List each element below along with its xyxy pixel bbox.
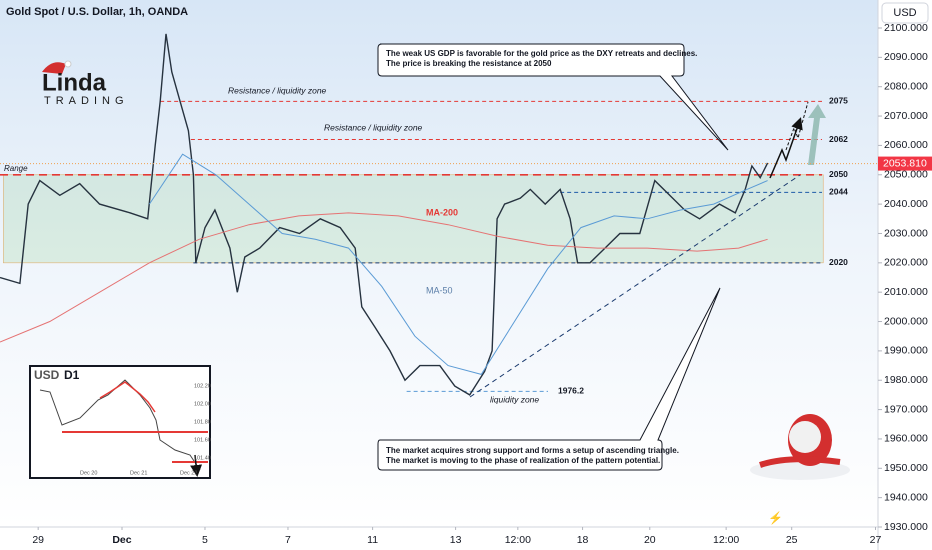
inset-y-label: 101.60 [194,437,211,443]
y-tick-label: 1970.000 [884,403,928,415]
inset-x-label: Dec 21 [130,470,147,476]
x-tick-label: 12:00 [505,534,531,546]
level-label: 1976.2 [558,386,584,396]
x-tick-label: 7 [285,534,291,546]
y-tick-label: 2010.000 [884,286,928,298]
range-label: Range [4,164,28,173]
x-tick-label: 13 [450,534,462,546]
y-tick-label: 1950.000 [884,462,928,474]
ma50-label: MA-50 [426,285,453,295]
x-tick-label: 20 [644,534,656,546]
inset-x-label: Dec 22 [180,470,197,476]
note-line: The market acquires strong support and f… [386,446,679,455]
current-price-tag [878,156,932,171]
y-tick-label: 2090.000 [884,51,928,63]
current-price-label: 2053.810 [883,157,927,169]
level-label: 2020 [829,257,848,267]
price-line [0,33,769,396]
liquidity-label: liquidity zone [490,394,539,404]
currency-label[interactable]: USD [893,7,916,19]
inset-y-label: 101.80 [194,419,211,425]
x-tick-label: 18 [577,534,589,546]
y-tick-label: 2050.000 [884,169,928,181]
logo: Linda TRADING [42,60,129,107]
projection [769,117,803,179]
x-tick-label: 29 [32,534,44,546]
currency-button[interactable] [881,2,929,24]
alert-icon[interactable]: ⚡ [768,511,783,525]
level-label: 2062 [829,134,848,144]
x-tick-label: 27 [870,534,882,546]
inset-timeframe: D1 [64,368,80,382]
plot-area [0,33,878,398]
y-tick-label: 1960.000 [884,433,928,445]
level-label: 2075 [829,96,848,106]
chart-title: Gold Spot / U.S. Dollar, 1h, OANDA [6,6,188,18]
x-tick-label: 5 [202,534,208,546]
y-tick-label: 2070.000 [884,110,928,122]
y-tick-label: 2080.000 [884,80,928,92]
inset-y-label: 101.40 [194,455,211,461]
trend-line [469,174,801,398]
x-tick-label: 12:00 [713,534,739,546]
y-axis-panel [878,0,932,550]
y-tick-label: 1940.000 [884,491,928,503]
santa-decoration [750,414,850,480]
note-line: The weak US GDP is favorable for the gol… [386,49,697,58]
note-line: The price is breaking the resistance at … [386,59,552,68]
logo-sub: TRADING [44,95,129,107]
y-tick-label: 1980.000 [884,374,928,386]
y-tick-label: 1930.000 [884,521,928,533]
x-tick-label: 25 [786,534,798,546]
note-top: The weak US GDP is favorable for the gol… [377,43,729,151]
y-tick-label: 2020.000 [884,257,928,269]
y-tick-label: 2060.000 [884,139,928,151]
ma200-label: MA-200 [426,207,458,217]
note-line: The market is moving to the phase of rea… [386,456,660,465]
inset: USD D1 102.20 102.00 101.80 101.60 101.40 Dec… [29,365,211,479]
x-tick-label: 11 [367,534,378,546]
y-tick-label: 2030.000 [884,227,928,239]
inset-y-label: 102.00 [194,401,211,407]
price-line [0,212,768,343]
inset-x-label: Dec 20 [80,470,97,476]
level-label: 2050 [829,169,848,179]
x-axis-panel [0,527,878,550]
y-tick-label: 2040.000 [884,198,928,210]
level-label: 2044 [829,187,848,197]
note-bottom: The market acquires strong support and f… [377,287,721,471]
inset-title: USD [34,368,60,382]
y-tick-label: 2000.000 [884,315,928,327]
inset-y-label: 102.20 [194,383,211,389]
x-tick-label: Dec [112,534,131,546]
zone-label: Resistance / liquidity zone [324,122,423,132]
y-tick-label: 1990.000 [884,345,928,357]
y-tick-label: 2100.000 [884,22,928,34]
zone-label: Resistance / liquidity zone [228,85,327,95]
price-line [148,153,768,375]
logo-name: Linda [42,69,107,96]
target-arrow [808,104,826,165]
projection-alt [785,101,809,151]
